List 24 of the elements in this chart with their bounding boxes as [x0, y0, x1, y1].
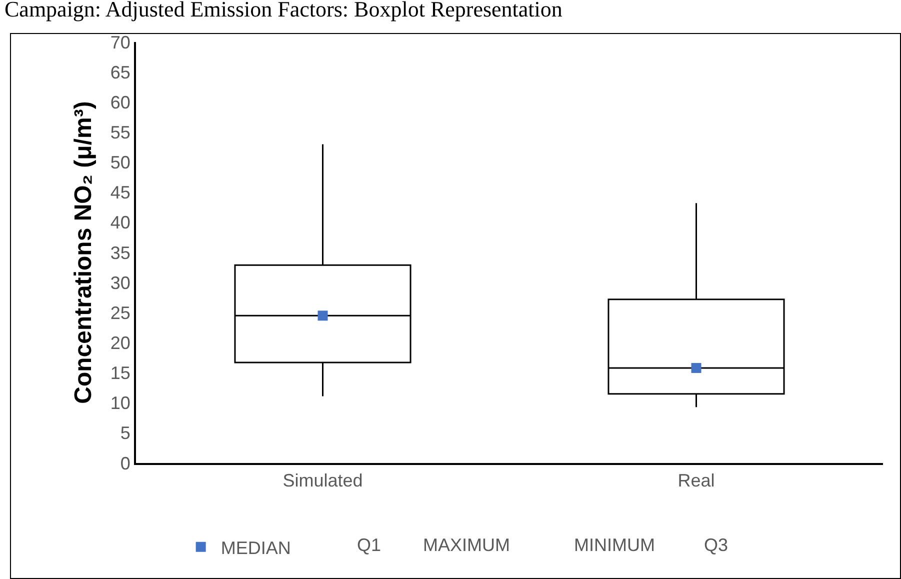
y-tick-label: 20: [110, 333, 130, 354]
y-tick-label: 5: [120, 423, 130, 444]
y-tick-label: 15: [110, 363, 130, 384]
y-axis-title: Concentrations NO₂ (μ/m³): [70, 101, 97, 404]
y-tick-label: 30: [110, 272, 130, 293]
y-tick-label: 25: [110, 302, 130, 323]
y-tick-label: 0: [120, 453, 130, 474]
y-tick-label: 40: [110, 212, 130, 233]
y-tick-label: 50: [110, 152, 130, 173]
x-tick-label: Real: [678, 470, 715, 491]
x-tick-label: Simulated: [282, 470, 363, 491]
text: Q1: [357, 535, 382, 555]
y-tick-label: 70: [110, 32, 130, 52]
text: MAXIMUM: [423, 535, 510, 555]
text: Q3: [704, 535, 728, 555]
y-tick-label: 10: [110, 393, 130, 414]
y-tick-label: 45: [110, 182, 130, 203]
chart-title: Campaign: Adjusted Emission Factors: Boxplot Representation: [4, 0, 562, 22]
y-tick-label: 55: [110, 122, 130, 143]
y-tick-label: 65: [110, 62, 130, 82]
y-tick-label: 35: [110, 242, 130, 263]
legend-label: MEDIAN: [220, 538, 291, 558]
y-tick-label: 60: [110, 92, 130, 112]
text: MINIMUM: [574, 535, 655, 555]
